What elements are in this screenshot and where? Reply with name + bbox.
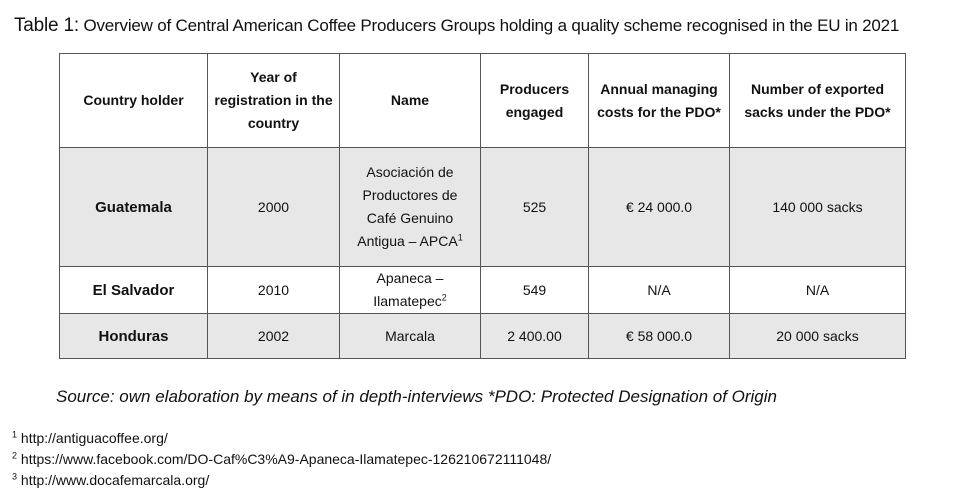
- footnote: 2 https://www.facebook.com/DO-Caf%C3%A9-…: [12, 451, 551, 467]
- cell-country: El Salvador: [59, 266, 208, 314]
- footnote-ref: 2: [441, 292, 447, 303]
- cell-year: 2000: [207, 147, 340, 267]
- table-row: Honduras 2002 Marcala 2 400.00 € 58 000.…: [59, 313, 906, 359]
- footnote-number: 2: [12, 450, 18, 461]
- cell-year: 2010: [207, 266, 340, 314]
- footnote-link[interactable]: http://antiguacoffee.org/: [20, 430, 168, 446]
- name-text: Apaneca – Ilamatepec: [373, 270, 444, 309]
- footnote-number: 3: [12, 471, 18, 482]
- header-producers: Producers engaged: [480, 53, 589, 148]
- table-caption: Table 1: Overview of Central American Co…: [14, 15, 899, 37]
- caption-text: Overview of Central American Coffee Prod…: [78, 16, 900, 35]
- header-row: Country holder Year of registration in t…: [59, 53, 906, 148]
- source-note: Source: own elaboration by means of in d…: [56, 387, 777, 406]
- footnote-link[interactable]: https://www.facebook.com/DO-Caf%C3%A9-Ap…: [20, 451, 552, 467]
- footnote: 1 http://antiguacoffee.org/: [12, 430, 168, 446]
- cell-costs: N/A: [588, 266, 730, 314]
- cell-costs: € 58 000.0: [588, 313, 730, 359]
- header-country: Country holder: [59, 53, 208, 148]
- footnote-link[interactable]: http://www.docafemarcala.org/: [20, 472, 210, 488]
- footnote: 3 http://www.docafemarcala.org/: [12, 472, 209, 488]
- cell-costs: € 24 000.0: [588, 147, 730, 267]
- header-sacks: Number of exported sacks under the PDO*: [729, 53, 906, 148]
- cell-sacks: 140 000 sacks: [729, 147, 906, 267]
- coffee-producers-table: Country holder Year of registration in t…: [59, 53, 906, 359]
- cell-name: Asociación de Productores de Café Genuin…: [339, 147, 481, 267]
- caption-label: Table 1:: [14, 15, 79, 36]
- cell-country: Honduras: [59, 313, 208, 359]
- cell-producers: 2 400.00: [480, 313, 589, 359]
- header-costs: Annual managing costs for the PDO*: [588, 53, 730, 148]
- header-name: Name: [339, 53, 481, 148]
- footnote-number: 1: [12, 429, 18, 440]
- cell-country: Guatemala: [59, 147, 208, 267]
- header-year: Year of registration in the country: [207, 53, 340, 148]
- cell-sacks: N/A: [729, 266, 906, 314]
- cell-producers: 525: [480, 147, 589, 267]
- name-text: Asociación de Productores de Café Genuin…: [357, 164, 458, 249]
- footnote-ref: 1: [457, 232, 463, 243]
- cell-sacks: 20 000 sacks: [729, 313, 906, 359]
- cell-year: 2002: [207, 313, 340, 359]
- table-row: Guatemala 2000 Asociación de Productores…: [59, 147, 906, 267]
- cell-producers: 549: [480, 266, 589, 314]
- cell-name: Apaneca – Ilamatepec2: [339, 266, 481, 314]
- cell-name: Marcala: [339, 313, 481, 359]
- table-row: El Salvador 2010 Apaneca – Ilamatepec2 5…: [59, 266, 906, 314]
